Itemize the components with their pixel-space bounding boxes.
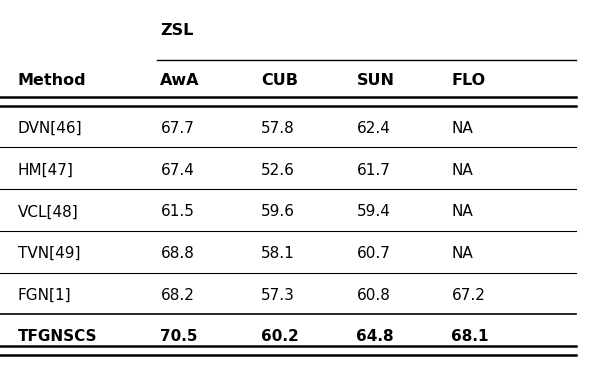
Text: CUB: CUB xyxy=(261,73,298,88)
Text: AwA: AwA xyxy=(160,73,200,88)
Text: 62.4: 62.4 xyxy=(356,121,390,136)
Text: NA: NA xyxy=(451,205,473,219)
Text: 52.6: 52.6 xyxy=(261,163,295,178)
Text: 59.4: 59.4 xyxy=(356,205,390,219)
Text: 68.1: 68.1 xyxy=(451,330,489,344)
Text: 60.2: 60.2 xyxy=(261,330,299,344)
Text: NA: NA xyxy=(451,246,473,261)
Text: VCL[48]: VCL[48] xyxy=(18,205,78,219)
Text: 68.8: 68.8 xyxy=(160,246,194,261)
Text: TVN[49]: TVN[49] xyxy=(18,246,80,261)
Text: 67.2: 67.2 xyxy=(451,288,485,303)
Text: 68.2: 68.2 xyxy=(160,288,194,303)
Text: 57.3: 57.3 xyxy=(261,288,295,303)
Text: ZSL: ZSL xyxy=(160,23,194,38)
Text: SUN: SUN xyxy=(356,73,394,88)
Text: 60.7: 60.7 xyxy=(356,246,390,261)
Text: 67.7: 67.7 xyxy=(160,121,194,136)
Text: NA: NA xyxy=(451,163,473,178)
Text: 64.8: 64.8 xyxy=(356,330,394,344)
Text: 59.6: 59.6 xyxy=(261,205,295,219)
Text: TFGNSCS: TFGNSCS xyxy=(18,330,97,344)
Text: 67.4: 67.4 xyxy=(160,163,194,178)
Text: DVN[46]: DVN[46] xyxy=(18,121,83,136)
Text: 58.1: 58.1 xyxy=(261,246,295,261)
Text: FGN[1]: FGN[1] xyxy=(18,288,71,303)
Text: 60.8: 60.8 xyxy=(356,288,390,303)
Text: 61.5: 61.5 xyxy=(160,205,194,219)
Text: FLO: FLO xyxy=(451,73,485,88)
Text: HM[47]: HM[47] xyxy=(18,163,74,178)
Text: Method: Method xyxy=(18,73,87,88)
Text: 57.8: 57.8 xyxy=(261,121,295,136)
Text: 61.7: 61.7 xyxy=(356,163,390,178)
Text: NA: NA xyxy=(451,121,473,136)
Text: 70.5: 70.5 xyxy=(160,330,198,344)
